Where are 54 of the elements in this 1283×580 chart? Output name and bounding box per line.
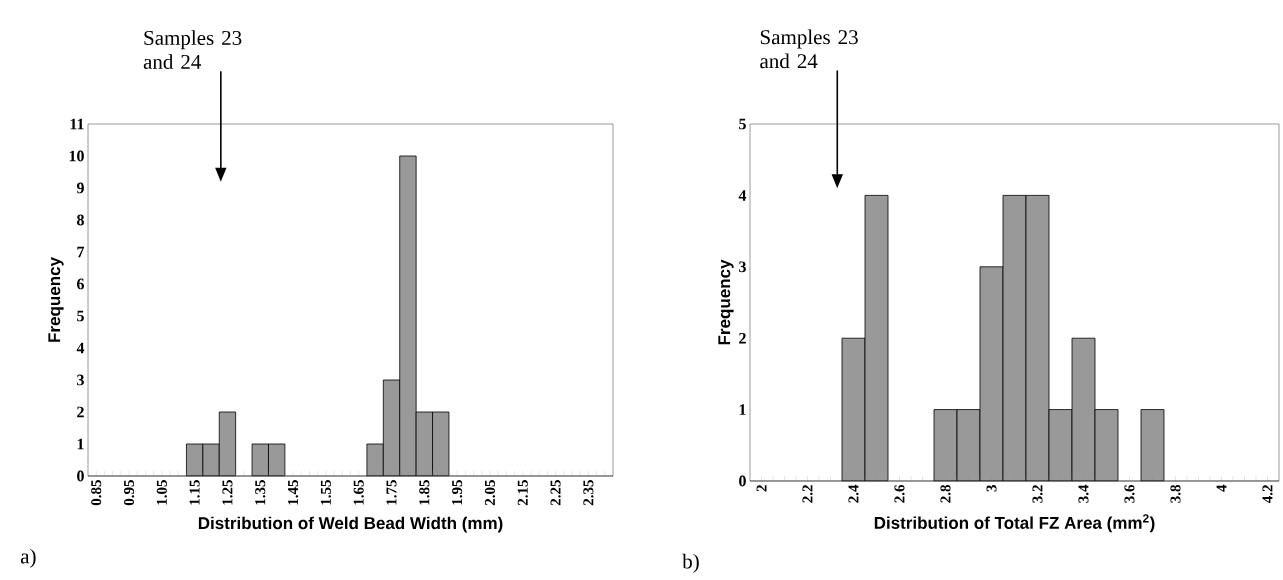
y-tick-label: 2 bbox=[77, 406, 84, 418]
x-tick-label: 3.6 bbox=[1124, 484, 1135, 503]
x-tick-label: 2.6 bbox=[894, 484, 905, 503]
y-tick-label: 1 bbox=[739, 404, 746, 415]
text: a) bbox=[20, 548, 36, 568]
text: b) bbox=[682, 553, 699, 573]
x-tick-label: 4.2 bbox=[1262, 485, 1273, 504]
y-tick-label: 3 bbox=[739, 261, 746, 273]
x-axis-title: Distribution of Weld Bead Width (mm) bbox=[198, 516, 503, 533]
x-tick-label: 0.85 bbox=[91, 480, 102, 506]
x-tick-label: 3.2 bbox=[1032, 485, 1043, 503]
x-tick-label: 2.15 bbox=[517, 480, 528, 506]
x-tick-label: 2.05 bbox=[484, 480, 496, 506]
y-axis-title: Frequency bbox=[718, 259, 734, 345]
x-tick-label: 2.8 bbox=[940, 485, 951, 503]
y-tick-label: 3 bbox=[77, 374, 84, 386]
y-tick-label: 11 bbox=[70, 118, 84, 130]
y-tick-label: 4 bbox=[76, 342, 85, 354]
x-tick-label: 3.4 bbox=[1078, 484, 1089, 503]
y-tick-label: 5 bbox=[739, 118, 746, 130]
x-axis-title: Distribution of Total FZ Area (mm$^{2}$) bbox=[874, 514, 1155, 533]
y-tick-label: 4 bbox=[738, 190, 747, 201]
x-tick-label: 2.35 bbox=[583, 480, 594, 506]
y-tick-label: 0 bbox=[77, 470, 84, 482]
x-tick-label: 1.85 bbox=[419, 480, 430, 505]
x-tick-label: 2 bbox=[756, 485, 767, 492]
x-tick-label: 1.65 bbox=[353, 480, 364, 505]
y-tick-label: 5 bbox=[77, 310, 84, 322]
y-tick-label: 2 bbox=[739, 332, 746, 344]
x-tick-label: 2.4 bbox=[848, 484, 859, 503]
y-tick-label: 8 bbox=[77, 214, 84, 226]
x-tick-label: 1.05 bbox=[156, 480, 167, 505]
y-tick-label: 0 bbox=[739, 475, 746, 487]
x-tick-label: 1.35 bbox=[255, 480, 266, 505]
x-tick-label: 2.25 bbox=[550, 480, 561, 506]
x-tick-label: 1.55 bbox=[320, 480, 331, 505]
y-tick-label: 10 bbox=[69, 150, 84, 162]
x-tick-label: 1.45 bbox=[288, 480, 299, 505]
x-tick-label: 1.25 bbox=[222, 480, 233, 505]
x-tick-label: 0.95 bbox=[123, 480, 135, 506]
x-tick-label: 4 bbox=[1216, 484, 1227, 492]
x-tick-label: 3.8 bbox=[1170, 485, 1181, 503]
text: Samples 23 and 24 bbox=[143, 30, 242, 69]
x-tick-label: 1.95 bbox=[452, 480, 463, 505]
y-tick-label: 9 bbox=[76, 182, 84, 194]
text: Samples 23 and 24 bbox=[760, 29, 858, 69]
y-tick-label: 6 bbox=[77, 278, 85, 290]
x-tick-label: 1.15 bbox=[189, 480, 200, 505]
x-tick-label: 1.75 bbox=[386, 480, 397, 505]
x-tick-label: 3 bbox=[986, 485, 997, 492]
y-axis-title: Frequency bbox=[48, 257, 64, 342]
x-tick-label: 2.2 bbox=[802, 485, 813, 503]
y-tick-label: 1 bbox=[77, 438, 84, 450]
y-tick-label: 7 bbox=[77, 246, 85, 258]
